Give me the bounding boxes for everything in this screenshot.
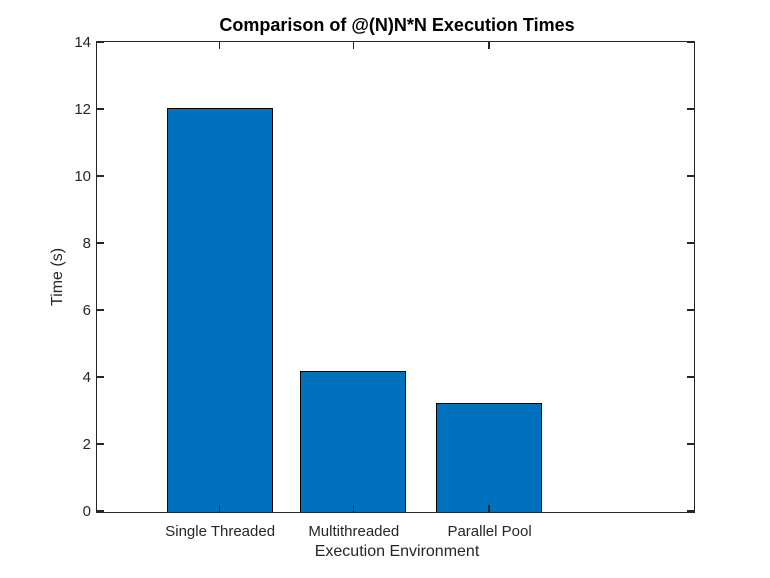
y-tick-label: 0: [82, 502, 91, 520]
bar-single-threaded: [166, 108, 273, 512]
y-tick-label: 10: [74, 167, 91, 185]
bar-parallel-pool: [436, 403, 543, 512]
chart-title: Comparison of @(N)N*N Execution Times: [219, 15, 575, 35]
x-tick-mark: [488, 42, 490, 49]
y-tick-label: 14: [74, 33, 91, 51]
y-tick-mark: [687, 242, 694, 244]
x-axis-label: Execution Environment: [314, 543, 480, 560]
y-tick-label: 4: [82, 368, 91, 386]
y-tick-mark: [97, 309, 104, 311]
y-tick-mark: [97, 510, 104, 512]
y-tick-mark: [687, 41, 694, 43]
x-tick-mark: [488, 505, 490, 512]
y-tick-mark: [97, 108, 104, 110]
plot-area: [96, 41, 695, 513]
x-tick-label: Single Threaded: [165, 523, 276, 540]
y-tick-mark: [97, 242, 104, 244]
x-tick-mark: [352, 42, 355, 49]
bar-multithreaded: [300, 371, 407, 512]
y-tick-mark: [687, 108, 694, 110]
y-tick-label: 12: [74, 100, 91, 118]
y-tick-mark: [97, 175, 104, 177]
y-tick-mark: [687, 510, 694, 512]
y-tick-mark: [687, 175, 694, 177]
x-tick-mark: [218, 505, 221, 512]
y-tick-label: 8: [82, 234, 91, 252]
y-tick-label: 6: [82, 301, 91, 319]
y-tick-label: 2: [82, 435, 91, 453]
x-tick-label: Multithreaded: [308, 523, 400, 540]
y-tick-mark: [687, 309, 694, 311]
y-tick-mark: [97, 376, 104, 378]
y-tick-mark: [687, 443, 694, 445]
y-tick-mark: [97, 41, 104, 43]
x-tick-label: Parallel Pool: [447, 523, 532, 540]
y-tick-mark: [687, 376, 694, 378]
x-tick-mark: [352, 505, 355, 512]
y-tick-mark: [97, 443, 104, 445]
x-tick-mark: [218, 42, 221, 49]
y-axis-label: Time (s): [49, 247, 66, 307]
